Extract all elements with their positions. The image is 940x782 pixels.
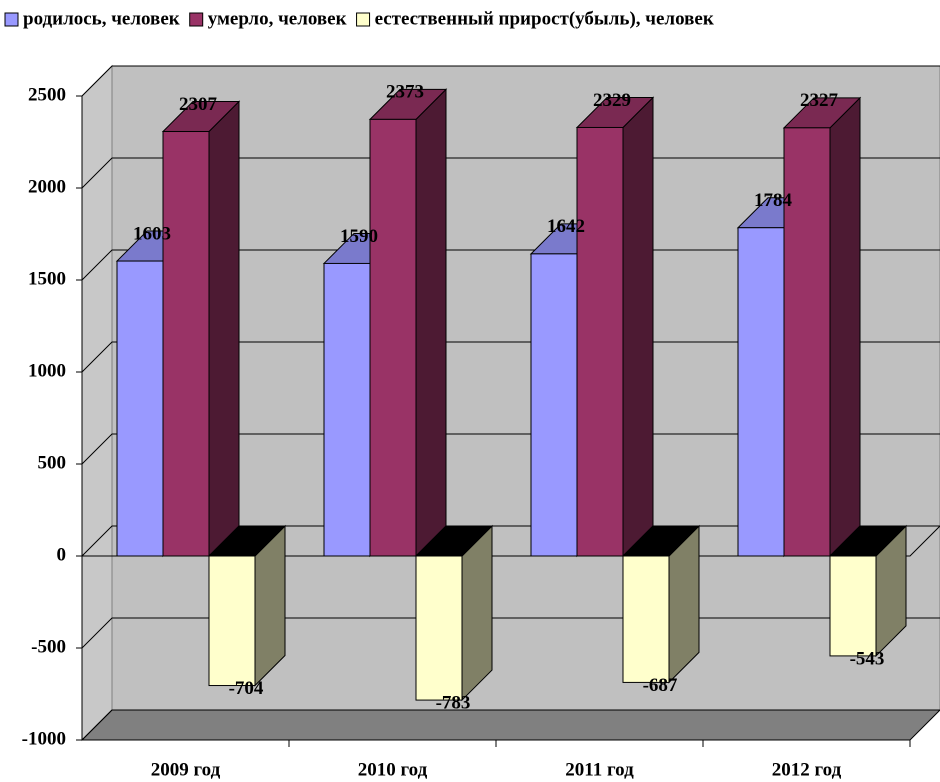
- data-label: 2329: [593, 90, 631, 111]
- legend-swatch: [189, 12, 204, 27]
- x-tick-label: 2012 год: [772, 759, 842, 780]
- legend-label: умерло, человек: [208, 8, 347, 29]
- bar: [116, 260, 164, 557]
- legend-swatch: [356, 12, 371, 27]
- data-label: 1603: [133, 223, 171, 244]
- bar: [576, 126, 624, 557]
- bar: [323, 262, 371, 557]
- data-label: 2307: [179, 94, 218, 115]
- bar: [622, 555, 670, 683]
- grid-line: [81, 709, 940, 741]
- legend: родилось, человек умерло, человек естестве…: [4, 8, 714, 29]
- y-tick-label: 500: [38, 452, 67, 473]
- x-tick-label: 2010 год: [358, 759, 428, 780]
- bar: [783, 127, 831, 557]
- grid-line: [81, 341, 940, 373]
- y-tick-label: 2000: [28, 176, 66, 197]
- bar: [829, 555, 877, 657]
- x-tick-label: 2009 год: [151, 759, 221, 780]
- bar: [208, 555, 256, 687]
- data-label: 1590: [340, 226, 378, 247]
- legend-swatch: [4, 12, 19, 27]
- bar: [530, 253, 578, 557]
- bars: [115, 88, 908, 702]
- y-tick-label: 1000: [28, 360, 66, 381]
- data-label: 2373: [386, 82, 424, 103]
- legend-label: естественный прирост(убыль), человек: [375, 8, 714, 29]
- data-label: -783: [436, 692, 471, 713]
- data-label: 1784: [754, 190, 793, 211]
- floor: [80, 709, 940, 741]
- bar-side: [208, 100, 240, 558]
- y-tick-label: 1500: [28, 268, 66, 289]
- y-tick-label: 2500: [28, 84, 66, 105]
- data-label: 1642: [547, 216, 585, 237]
- legend-label: родилось, человек: [23, 8, 180, 29]
- bar-side: [415, 88, 447, 558]
- y-tick-label: -500: [31, 636, 66, 657]
- bar-side: [622, 96, 654, 558]
- y-tick-label: 0: [57, 544, 67, 565]
- bar-side: [829, 96, 861, 558]
- grid: [76, 65, 940, 747]
- data-label: -704: [229, 678, 264, 699]
- grid-line: [81, 249, 940, 281]
- grid-line: [81, 65, 940, 97]
- data-label: -543: [850, 648, 885, 669]
- bar: [369, 118, 417, 557]
- bar: [415, 555, 463, 701]
- bar: [162, 131, 210, 557]
- bar: [737, 227, 785, 557]
- x-tick-label: 2011 год: [565, 759, 634, 780]
- data-label: 2327: [800, 90, 839, 111]
- labels: -1000 -500 0 500 1000 1500 2000 2500 2009 год 160…: [22, 82, 885, 781]
- data-label: -687: [643, 675, 678, 696]
- grid-line: [81, 157, 940, 189]
- grid-line: [81, 433, 940, 465]
- side-wall: [81, 64, 113, 742]
- y-tick-label: -1000: [22, 728, 66, 749]
